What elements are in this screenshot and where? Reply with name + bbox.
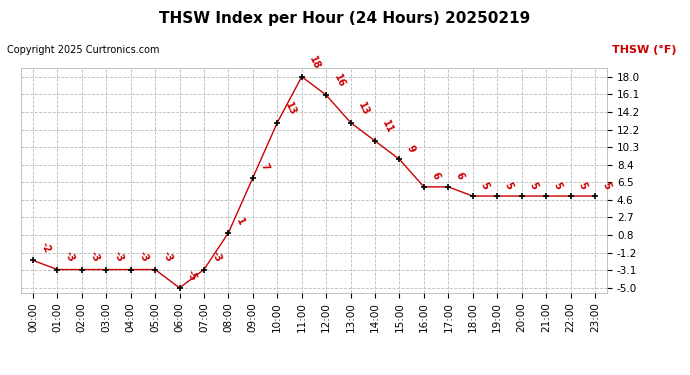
Text: 5: 5 bbox=[552, 180, 564, 190]
Text: THSW Index per Hour (24 Hours) 20250219: THSW Index per Hour (24 Hours) 20250219 bbox=[159, 11, 531, 26]
Text: -3: -3 bbox=[161, 250, 175, 264]
Text: THSW (°F): THSW (°F) bbox=[612, 45, 676, 55]
Text: 6: 6 bbox=[429, 171, 442, 182]
Text: 7: 7 bbox=[259, 162, 270, 172]
Text: 1: 1 bbox=[234, 217, 246, 227]
Text: 11: 11 bbox=[381, 119, 395, 135]
Text: 9: 9 bbox=[405, 143, 417, 154]
Text: Copyright 2025 Curtronics.com: Copyright 2025 Curtronics.com bbox=[7, 45, 159, 55]
Text: 5: 5 bbox=[478, 180, 491, 190]
Text: -2: -2 bbox=[39, 241, 52, 255]
Text: 6: 6 bbox=[454, 171, 466, 182]
Text: -3: -3 bbox=[210, 250, 223, 264]
Text: 5: 5 bbox=[527, 180, 539, 190]
Text: 13: 13 bbox=[356, 100, 371, 117]
Text: 16: 16 bbox=[332, 73, 346, 90]
Text: 5: 5 bbox=[503, 180, 515, 190]
Text: -3: -3 bbox=[88, 250, 101, 264]
Text: -3: -3 bbox=[63, 250, 77, 264]
Text: 13: 13 bbox=[283, 100, 297, 117]
Text: -3: -3 bbox=[136, 250, 150, 264]
Text: 18: 18 bbox=[307, 54, 322, 71]
Text: 5: 5 bbox=[600, 180, 613, 190]
Text: -5: -5 bbox=[185, 268, 199, 282]
Text: 5: 5 bbox=[576, 180, 588, 190]
Text: -3: -3 bbox=[112, 250, 126, 264]
